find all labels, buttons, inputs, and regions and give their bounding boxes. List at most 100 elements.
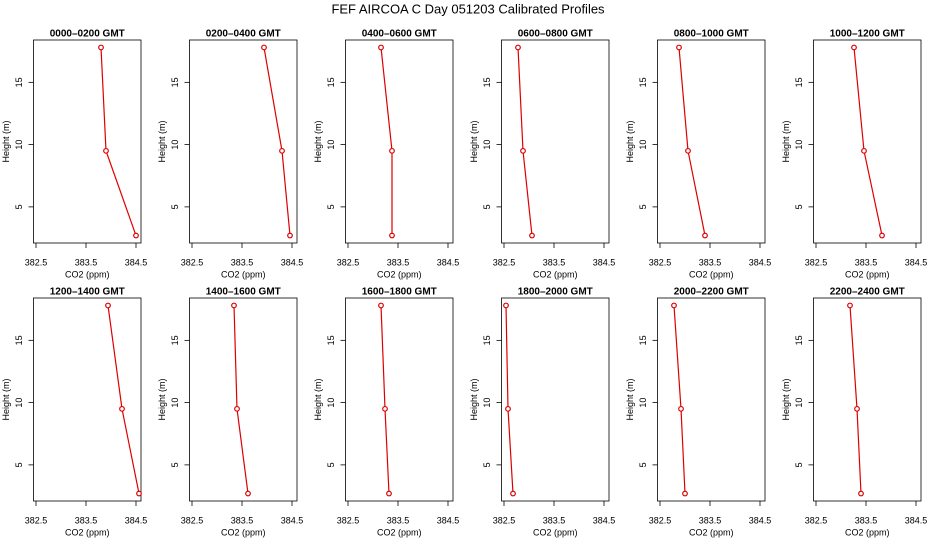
data-point (133, 232, 139, 239)
plot-frame (189, 39, 298, 244)
x-tick-label: 384.5 (749, 515, 772, 525)
profile-line (233, 305, 249, 494)
y-axis-label: Height (m) (625, 378, 635, 420)
data-point (529, 232, 535, 239)
y-tick-label: 5 (638, 204, 648, 209)
y-tick-label: 5 (482, 462, 492, 467)
data-point (119, 405, 125, 412)
y-tick-label: 15 (482, 335, 492, 345)
x-tick-label: 384.5 (281, 515, 304, 525)
plot-frame (33, 297, 142, 502)
profile-line (380, 305, 390, 494)
y-axis-label: Height (m) (781, 120, 791, 162)
x-axis-label: CO2 (ppm) (65, 527, 110, 537)
plot-frame (345, 297, 454, 502)
y-tick-label: 10 (482, 140, 492, 150)
y-tick-label: 10 (326, 398, 336, 408)
y-tick-label: 15 (14, 335, 24, 345)
data-point (879, 232, 885, 239)
x-tick-label: 382.5 (337, 515, 360, 525)
y-tick-label: 5 (482, 204, 492, 209)
plot-frame (657, 39, 766, 244)
data-point (671, 302, 677, 309)
y-tick-label: 15 (14, 77, 24, 87)
y-tick-label: 15 (326, 77, 336, 87)
data-point (682, 490, 688, 497)
data-point (382, 405, 388, 412)
data-point (105, 302, 111, 309)
x-tick-label: 382.5 (493, 515, 516, 525)
y-tick-label: 10 (638, 398, 648, 408)
y-axis-label: Height (m) (1, 120, 11, 162)
x-tick-label: 382.5 (649, 257, 672, 267)
data-point (231, 302, 237, 309)
x-tick-label: 382.5 (181, 515, 204, 525)
x-tick-label: 384.5 (437, 257, 460, 267)
data-point (851, 44, 857, 51)
data-point (505, 405, 511, 412)
y-tick-label: 5 (326, 462, 336, 467)
y-tick-label: 10 (482, 398, 492, 408)
data-point (503, 302, 509, 309)
x-tick-label: 384.5 (437, 515, 460, 525)
y-axis-label: Height (m) (157, 120, 167, 162)
data-point (389, 147, 395, 154)
profile-line (849, 305, 862, 494)
x-tick-label: 384.5 (905, 515, 928, 525)
x-tick-label: 383.5 (543, 257, 566, 267)
y-axis-label: Height (m) (313, 120, 323, 162)
plot-frame (657, 297, 766, 502)
profile-line (673, 305, 686, 494)
plot-frame (501, 297, 610, 502)
panel-title: 0400–0600 GMT (362, 29, 437, 40)
plot-frame (813, 39, 922, 244)
x-tick-label: 382.5 (181, 257, 204, 267)
x-axis-label: CO2 (ppm) (377, 269, 422, 279)
y-tick-label: 15 (638, 77, 648, 87)
data-point (676, 44, 682, 51)
x-axis-label: CO2 (ppm) (377, 527, 422, 537)
y-axis-label: Height (m) (1, 378, 11, 420)
data-point (98, 44, 104, 51)
x-axis-label: CO2 (ppm) (65, 269, 110, 279)
data-point (103, 147, 109, 154)
x-tick-label: 382.5 (25, 257, 48, 267)
profile-line (678, 47, 706, 236)
plot-frame (501, 39, 610, 244)
data-point (378, 302, 384, 309)
data-point (245, 490, 251, 497)
data-point (234, 405, 240, 412)
y-tick-label: 10 (14, 140, 24, 150)
x-tick-label: 383.5 (699, 515, 722, 525)
data-point (515, 44, 521, 51)
y-axis-label: Height (m) (781, 378, 791, 420)
x-tick-label: 384.5 (125, 257, 148, 267)
panel-title: 0800–1000 GMT (674, 29, 749, 40)
profile-line (853, 47, 883, 236)
profile-line (107, 305, 140, 494)
y-tick-label: 5 (638, 462, 648, 467)
panel-title: 1600–1800 GMT (362, 287, 437, 298)
y-tick-label: 5 (170, 462, 180, 467)
y-axis-label: Height (m) (313, 378, 323, 420)
x-axis-label: CO2 (ppm) (533, 269, 578, 279)
x-tick-label: 383.5 (387, 257, 410, 267)
data-point (510, 490, 516, 497)
x-tick-label: 384.5 (593, 257, 616, 267)
panel-title: 0200–0400 GMT (206, 29, 281, 40)
y-tick-label: 10 (638, 140, 648, 150)
plot-frame (345, 39, 454, 244)
x-tick-label: 383.5 (231, 515, 254, 525)
profile-line (517, 47, 533, 236)
y-axis-label: Height (m) (625, 120, 635, 162)
x-tick-label: 383.5 (75, 515, 98, 525)
y-tick-label: 10 (170, 140, 180, 150)
x-axis-label: CO2 (ppm) (845, 269, 890, 279)
y-tick-label: 15 (794, 335, 804, 345)
y-axis-label: Height (m) (157, 378, 167, 420)
panel-title: 2000–2200 GMT (674, 287, 749, 298)
y-tick-label: 5 (326, 204, 336, 209)
data-point (678, 405, 684, 412)
data-point (378, 44, 384, 51)
